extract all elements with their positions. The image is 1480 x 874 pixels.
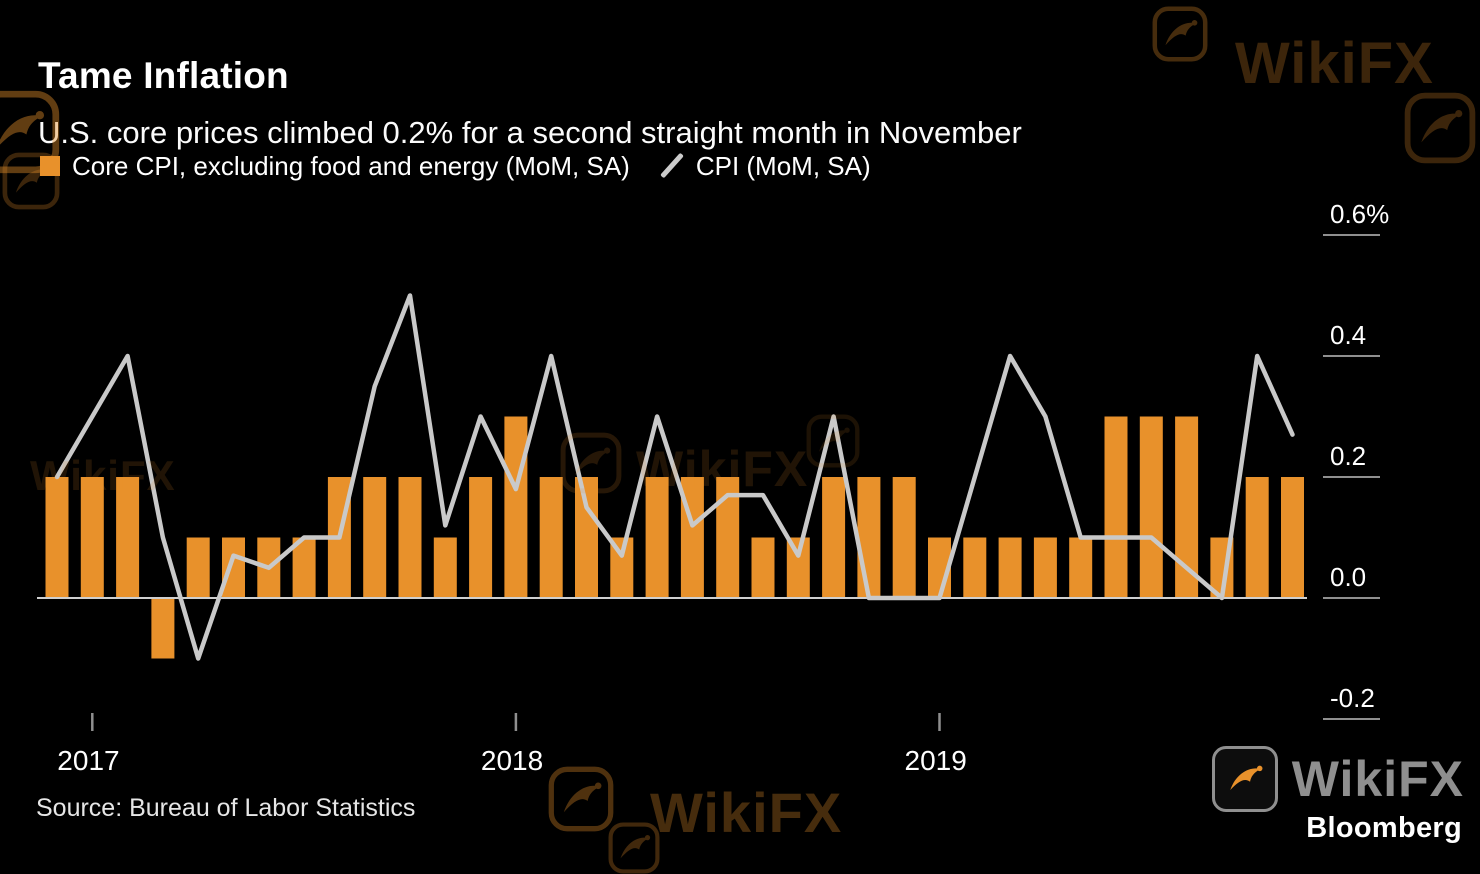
core-cpi-bar <box>398 477 422 598</box>
core-cpi-bar <box>1281 477 1304 598</box>
core-cpi-bar <box>1104 416 1128 598</box>
core-cpi-bar <box>857 477 881 598</box>
core-cpi-bar <box>1139 416 1163 598</box>
core-cpi-bar <box>822 477 846 598</box>
wikifx-wordmark: WikiFX <box>1291 751 1464 807</box>
core-cpi-bar <box>80 477 104 598</box>
chart-legend: Core CPI, excluding food and energy (MoM… <box>40 150 871 182</box>
core-cpi-bar <box>575 477 598 598</box>
bloomberg-wordmark: Bloomberg <box>1306 812 1462 844</box>
source-note: Source: Bureau of Labor Statistics <box>36 794 416 822</box>
page-subtitle: U.S. core prices climbed 0.2% for a seco… <box>38 115 1022 150</box>
x-axis-label: 2018 <box>481 745 543 776</box>
core-cpi-bar <box>751 537 775 598</box>
cpi-chart: 0.6% 0.4 0.2 0.0 -0.2 2017 2018 2019 <box>37 199 1389 776</box>
page-title: Tame Inflation <box>38 54 289 96</box>
core-cpi-bar <box>716 477 740 598</box>
y-axis-label: 0.2 <box>1330 441 1366 471</box>
core-cpi-bar <box>151 598 175 659</box>
core-cpi-bar <box>504 416 528 598</box>
cpi-line <box>54 293 1295 661</box>
wikifx-logo-icon <box>1211 746 1278 812</box>
core-cpi-bar <box>786 537 810 598</box>
x-axis-label: 2019 <box>905 745 967 776</box>
line-series-label: CPI (MoM, SA) <box>695 150 871 181</box>
core-cpi-bar <box>610 537 634 598</box>
y-axis-label: 0.0 <box>1330 562 1366 592</box>
core-cpi-bar <box>645 477 669 598</box>
y-axis-label: 0.4 <box>1330 320 1366 350</box>
core-cpi-bar <box>363 477 387 598</box>
y-axis-label: 0.6% <box>1330 199 1389 229</box>
core-cpi-bar <box>45 477 69 598</box>
core-cpi-bar <box>1033 537 1057 598</box>
core-cpi-bar <box>292 537 316 598</box>
core-cpi-bar <box>998 537 1022 598</box>
core-cpi-bar <box>1175 416 1199 598</box>
core-cpi-bar <box>469 477 493 598</box>
x-axis-label: 2017 <box>57 745 119 776</box>
core-cpi-bar <box>433 537 457 598</box>
core-cpi-bar <box>963 537 987 598</box>
core-cpi-bar <box>1245 477 1269 598</box>
core-cpi-bar <box>116 477 140 598</box>
y-axis-label: -0.2 <box>1330 683 1375 713</box>
core-cpi-bar <box>892 477 916 598</box>
wikifx-brand-block: WikiFX <box>1211 746 1464 812</box>
bar-series-label: Core CPI, excluding food and energy (MoM… <box>72 150 630 181</box>
core-cpi-bar <box>1069 537 1093 598</box>
core-cpi-bar <box>539 477 563 598</box>
core-cpi-bar <box>186 537 210 598</box>
core-cpi-bar <box>222 537 245 598</box>
